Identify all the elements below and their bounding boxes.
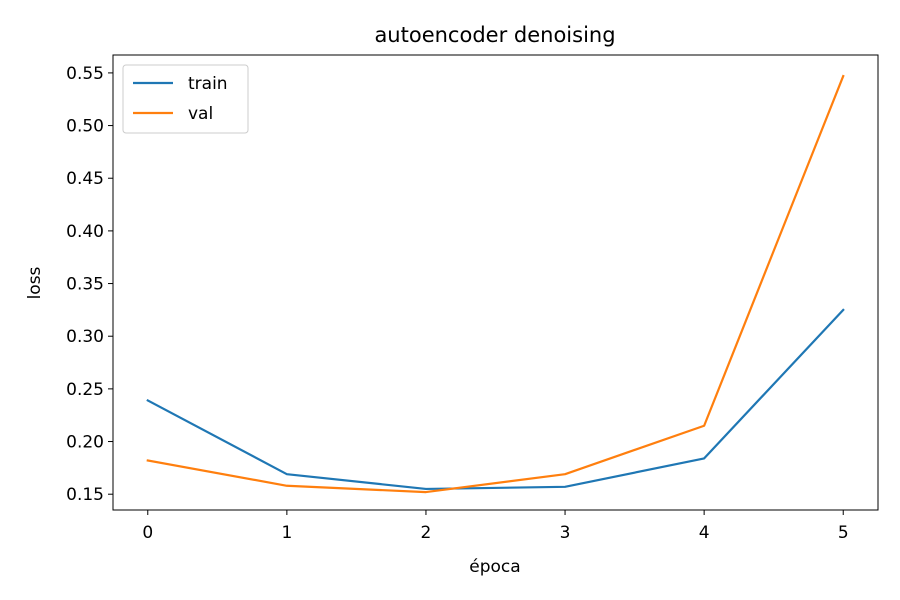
y-tick-label: 0.35 bbox=[66, 275, 104, 295]
legend-box bbox=[122, 64, 249, 134]
y-tick-label: 0.55 bbox=[66, 64, 104, 84]
x-tick-label: 1 bbox=[281, 523, 292, 543]
x-tick-label: 4 bbox=[699, 523, 710, 543]
x-tick-label: 5 bbox=[838, 523, 849, 543]
x-tick-label: 3 bbox=[560, 523, 571, 543]
y-tick-label: 0.20 bbox=[66, 433, 104, 453]
chart-title: autoencoder denoising bbox=[374, 23, 615, 47]
plot-frame bbox=[112, 54, 879, 511]
y-tick-label: 0.15 bbox=[66, 485, 104, 505]
y-tick-label: 0.45 bbox=[66, 169, 104, 189]
x-axis: 0 1 2 3 4 5 bbox=[142, 510, 849, 543]
y-tick-label: 0.40 bbox=[66, 222, 104, 242]
y-tick-label: 0.25 bbox=[66, 380, 104, 400]
y-axis-label: loss bbox=[25, 266, 45, 299]
series-line-val bbox=[146, 74, 845, 494]
legend: train val bbox=[122, 64, 249, 134]
x-tick-label: 0 bbox=[142, 523, 153, 543]
series-lines bbox=[146, 74, 845, 494]
x-tick-label: 2 bbox=[421, 523, 432, 543]
x-axis-label: época bbox=[469, 557, 520, 577]
series-line-train bbox=[146, 308, 845, 491]
legend-label-val: val bbox=[188, 104, 213, 124]
y-tick-label: 0.30 bbox=[66, 327, 104, 347]
legend-label-train: train bbox=[188, 74, 228, 94]
y-tick-label: 0.50 bbox=[66, 117, 104, 137]
y-axis: 0.15 0.20 0.25 0.30 0.35 0.40 0.45 0.50 0.55 bbox=[66, 64, 113, 505]
